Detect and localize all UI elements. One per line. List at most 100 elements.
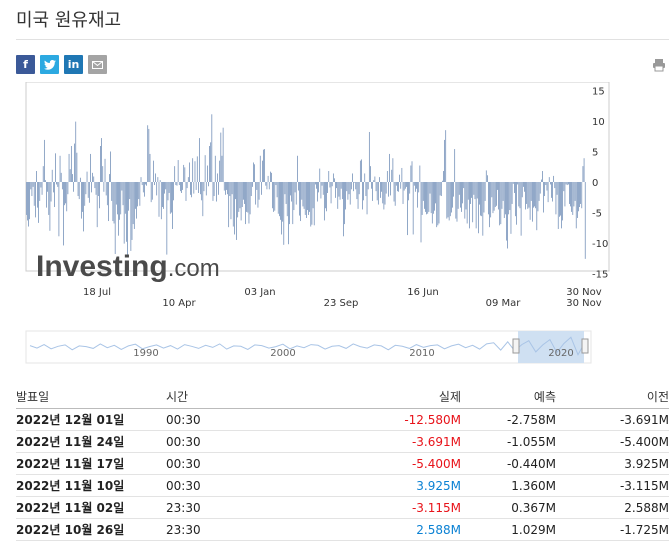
- header-forecast[interactable]: 예측: [461, 384, 556, 409]
- bar: [374, 176, 376, 182]
- navigator-handle-right[interactable]: [581, 338, 589, 354]
- bar: [302, 182, 304, 207]
- table-row: 2022년 10월 26일 23:30 2.588M 1.029M -1.725…: [16, 518, 669, 541]
- row-forecast: -1.055M: [461, 430, 556, 453]
- bar: [266, 182, 268, 190]
- bar: [258, 182, 260, 200]
- bar: [64, 182, 65, 206]
- bar: [189, 162, 190, 182]
- bar: [482, 182, 484, 236]
- row-time: 00:30: [166, 452, 316, 475]
- facebook-icon[interactable]: f: [16, 55, 35, 74]
- bar: [267, 175, 269, 182]
- bar: [208, 182, 209, 187]
- y-tick-label: 10: [592, 117, 605, 128]
- bar: [246, 182, 248, 212]
- bar: [97, 182, 99, 197]
- bar: [376, 182, 378, 201]
- bar: [164, 182, 165, 194]
- bar: [431, 182, 433, 224]
- bar: [111, 182, 113, 201]
- bar: [299, 182, 300, 216]
- bar: [485, 170, 487, 182]
- bar: [191, 182, 192, 198]
- bar: [110, 151, 111, 182]
- bar: [358, 182, 360, 195]
- bar: [335, 182, 336, 198]
- bar: [454, 149, 456, 182]
- print-icon[interactable]: [652, 57, 666, 72]
- bar: [370, 166, 371, 182]
- bar: [199, 138, 200, 182]
- bar: [239, 182, 241, 209]
- bar: [436, 182, 438, 228]
- bar: [202, 182, 204, 217]
- bar: [469, 182, 470, 229]
- bar: [165, 182, 167, 190]
- bar: [49, 182, 51, 231]
- bar: [255, 182, 257, 205]
- bar: [83, 182, 84, 232]
- bar: [195, 182, 197, 190]
- bar: [553, 175, 555, 182]
- navigator-handle-left[interactable]: [512, 338, 520, 354]
- bar: [137, 182, 138, 207]
- bar: [364, 173, 366, 182]
- bar: [353, 182, 354, 192]
- header-actual[interactable]: 실제: [316, 384, 461, 409]
- bar: [212, 182, 214, 201]
- bar: [200, 182, 201, 195]
- bar: [496, 182, 497, 206]
- bar: [357, 182, 359, 209]
- bar: [163, 182, 164, 209]
- bar: [150, 182, 152, 203]
- bar: [122, 182, 124, 206]
- bar: [29, 182, 30, 220]
- email-icon[interactable]: [88, 55, 107, 74]
- bar: [196, 156, 198, 182]
- bar: [52, 182, 54, 193]
- bar: [393, 182, 395, 202]
- bar: [263, 149, 264, 182]
- header-previous[interactable]: 이전: [556, 384, 669, 409]
- bar: [363, 182, 364, 201]
- bar: [227, 182, 228, 195]
- table-row: 2022년 12월 01일 00:30 -12.580M -2.758M -3.…: [16, 408, 669, 431]
- bar: [147, 125, 149, 182]
- bar: [106, 182, 108, 206]
- bar: [394, 182, 396, 206]
- bar: [306, 182, 307, 218]
- bar: [375, 182, 377, 192]
- bar: [237, 182, 239, 218]
- row-previous: -3.115M: [556, 474, 669, 497]
- bar: [446, 182, 448, 219]
- bar: [449, 182, 451, 217]
- bar: [478, 182, 479, 234]
- bar: [103, 182, 105, 192]
- bar: [546, 182, 548, 191]
- navigator-year-label: 2000: [270, 348, 295, 359]
- twitter-icon[interactable]: [40, 55, 59, 74]
- row-date: 2022년 12월 01일: [16, 408, 166, 431]
- bar: [330, 182, 332, 204]
- bar: [54, 182, 55, 208]
- bar: [372, 182, 373, 201]
- bar: [559, 182, 560, 217]
- header-date[interactable]: 발표일: [16, 384, 166, 409]
- bar: [279, 182, 280, 217]
- bar: [108, 182, 109, 222]
- navigator-window[interactable]: [518, 331, 584, 363]
- bar: [367, 182, 369, 190]
- bar: [252, 182, 253, 187]
- bar: [105, 182, 107, 196]
- bar: [240, 182, 242, 221]
- title-divider: [16, 39, 669, 40]
- bar: [500, 182, 502, 225]
- bar: [521, 182, 523, 198]
- header-time[interactable]: 시간: [166, 384, 316, 409]
- bar: [256, 182, 258, 190]
- bar: [28, 182, 29, 227]
- bar: [420, 182, 422, 243]
- linkedin-icon[interactable]: in: [64, 55, 83, 74]
- bar: [334, 178, 335, 182]
